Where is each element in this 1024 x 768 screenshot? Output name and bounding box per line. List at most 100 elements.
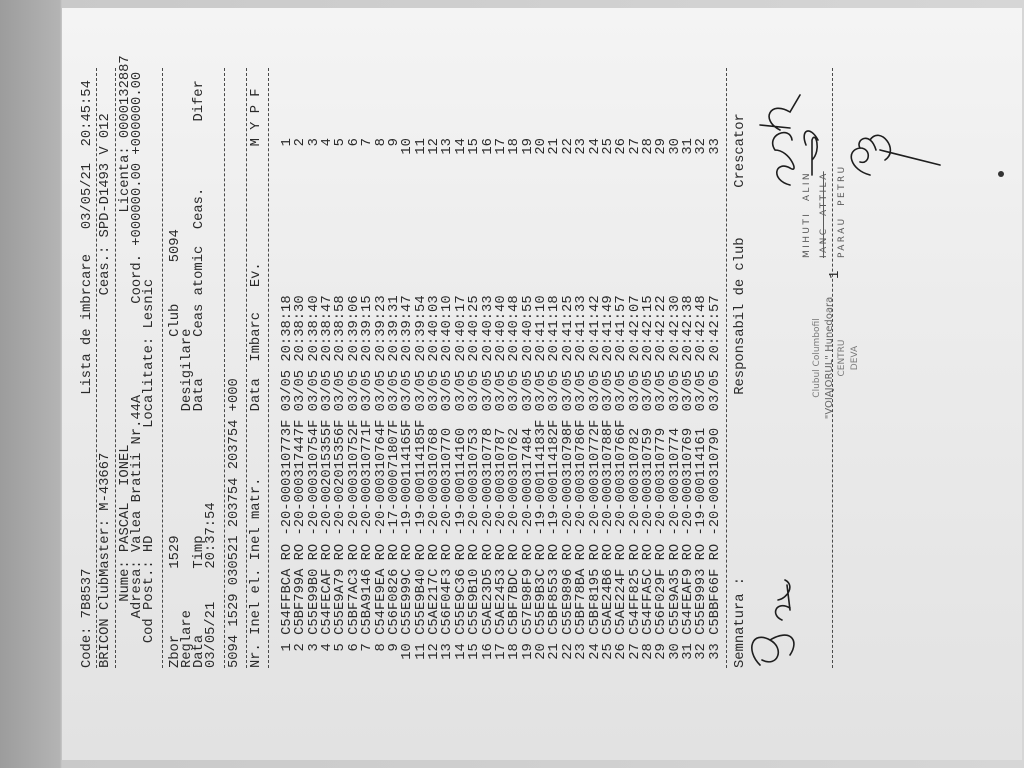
arrival-time: 20:41:57: [614, 295, 630, 362]
arrival-date: 03/05: [547, 369, 563, 412]
arrival-date: 03/05: [574, 369, 590, 412]
ring-number: -20-000310766F: [614, 419, 630, 536]
arrival-time: 20:40:25: [467, 295, 483, 362]
document-title: Lista de imbrcare: [80, 254, 95, 395]
country-code: RO: [293, 543, 309, 561]
row-number: 23: [574, 643, 590, 660]
electronic-ring: C5BF7BDC: [507, 568, 523, 635]
row-number: 6: [346, 643, 362, 652]
row-number: 25: [600, 643, 616, 660]
arrival-time: 20:41:33: [574, 295, 590, 362]
ring-number: -20-000310754F: [306, 419, 322, 536]
paper-sheet: [62, 8, 1022, 760]
ring-number: -19-000114165F: [400, 419, 416, 536]
m-count: 29: [654, 138, 670, 155]
arrival-date: 03/05: [520, 369, 536, 412]
table-row: 32 C55E9993 RO -19-000114161 03/05 20:42:48 32: [694, 60, 710, 760]
m-count: 23: [574, 138, 590, 155]
country-code: RO: [587, 543, 603, 561]
electronic-ring: C5AE217C: [427, 568, 443, 635]
electronic-ring: C5BF7AC3: [346, 568, 362, 635]
arrival-date: 03/05: [413, 369, 429, 412]
table-row: 23 C5BF78BA RO -20-000310786F 03/05 20:41:33 2…: [574, 60, 590, 760]
arrival-date: 03/05: [293, 369, 309, 412]
electronic-ring: C54FEAF9: [681, 568, 697, 635]
arrival-time: 20:39:06: [346, 295, 362, 362]
col-ring-el: Inel el.: [249, 568, 264, 635]
table-row: 16 C5AE23D5 RO -20-000310778 03/05 20:40:33 16: [480, 60, 496, 760]
m-count: 10: [400, 138, 416, 155]
row-number: 31: [681, 643, 697, 660]
row-number: 18: [507, 643, 523, 660]
col-m: M: [249, 138, 264, 147]
electronic-ring: C55E9993: [694, 568, 710, 635]
club-stamp: Clubul Columbofil "VOIAJORUL" Hunedoara …: [811, 292, 861, 424]
row-number: 20: [534, 643, 550, 660]
divider: [115, 68, 116, 668]
flight-code-line: 5094 1529 030521 203754 203754 +000: [227, 378, 242, 668]
electronic-ring: C5AE2453: [493, 568, 509, 635]
electronic-ring: C55E9A35: [667, 568, 683, 635]
row-number: 7: [360, 643, 376, 652]
table-row: 3 C55E99B0 RO -20-000310754F 03/05 20:38:40 3: [306, 60, 322, 760]
m-count: 28: [640, 138, 656, 155]
arrival-date: 03/05: [453, 369, 469, 412]
electronic-ring: C5BF8553: [547, 568, 563, 635]
ring-number: -20-000310752F: [346, 419, 362, 536]
stamp-line: Clubul Columbofil: [812, 318, 822, 398]
table-row: 21 C5BF8553 RO -19-000114182F 03/05 20:41:18 2…: [547, 60, 563, 760]
country-code: RO: [280, 543, 295, 561]
ring-number: -20-000317447F: [293, 419, 309, 536]
arrival-time: 20:42:15: [640, 295, 656, 362]
m-count: 31: [681, 138, 697, 155]
clubmaster-info: BRICON ClubMaster: M-43667: [98, 452, 113, 668]
m-count: 2: [293, 138, 309, 147]
row-number: 2: [293, 643, 309, 652]
row-number: 28: [640, 643, 656, 660]
electronic-ring: C56F04F3: [440, 568, 456, 635]
stamp-line: CENTRU: [837, 339, 847, 377]
arrival-time: 20:42:07: [627, 295, 643, 362]
country-code: RO: [493, 543, 509, 561]
row-number: 19: [520, 643, 536, 660]
electronic-ring: C57E98F9: [520, 568, 536, 635]
club-value: 5094: [168, 229, 183, 263]
arrival-time: 20:38:40: [306, 295, 322, 362]
arrival-date: 03/05: [333, 369, 349, 412]
divider: [224, 68, 225, 668]
m-count: 7: [360, 138, 376, 147]
row-number: 11: [413, 643, 429, 660]
country-code: RO: [681, 543, 697, 561]
table-row: 13 C56F04F3 RO -20-000310770 03/05 20:40:10 13: [440, 60, 456, 760]
arrival-date: 03/05: [507, 369, 523, 412]
m-count: 12: [427, 138, 443, 155]
country-code: RO: [507, 543, 523, 561]
m-count: 4: [320, 138, 336, 147]
row-number: 4: [320, 643, 336, 652]
electronic-ring: C55E9A79: [333, 568, 349, 635]
m-count: 11: [413, 138, 429, 155]
row-number: 5: [333, 643, 349, 652]
arrival-date: 03/05: [560, 369, 576, 412]
row-number: 32: [694, 643, 710, 660]
table-row: 19 C57E98F9 RO -20-000317484 03/05 20:40:55 19: [520, 60, 536, 760]
ring-number: -20-000310782: [627, 427, 643, 536]
row-number: 30: [667, 643, 683, 660]
arrival-date: 03/05: [587, 369, 603, 412]
divider: [162, 68, 163, 668]
ring-number: -20-000310790: [707, 427, 723, 536]
row-number: 22: [560, 643, 576, 660]
col-nr: Nr.: [249, 643, 264, 668]
arrival-date: 03/05: [694, 369, 710, 412]
arrival-time: 20:40:17: [453, 295, 469, 362]
ring-number: -20-000310787: [493, 427, 509, 536]
arrival-date: 03/05: [373, 369, 389, 412]
print-date: 03/05/21: [80, 162, 95, 230]
country-code: RO: [654, 543, 670, 561]
stamp-line: "VOIAJORUL" Hunedoara: [823, 296, 835, 420]
row-number: 21: [547, 643, 563, 660]
electronic-ring: C56F0826: [386, 568, 402, 635]
electronic-ring: C5AE23D5: [480, 568, 496, 635]
m-count: 15: [467, 138, 483, 155]
country-code: RO: [560, 543, 576, 561]
